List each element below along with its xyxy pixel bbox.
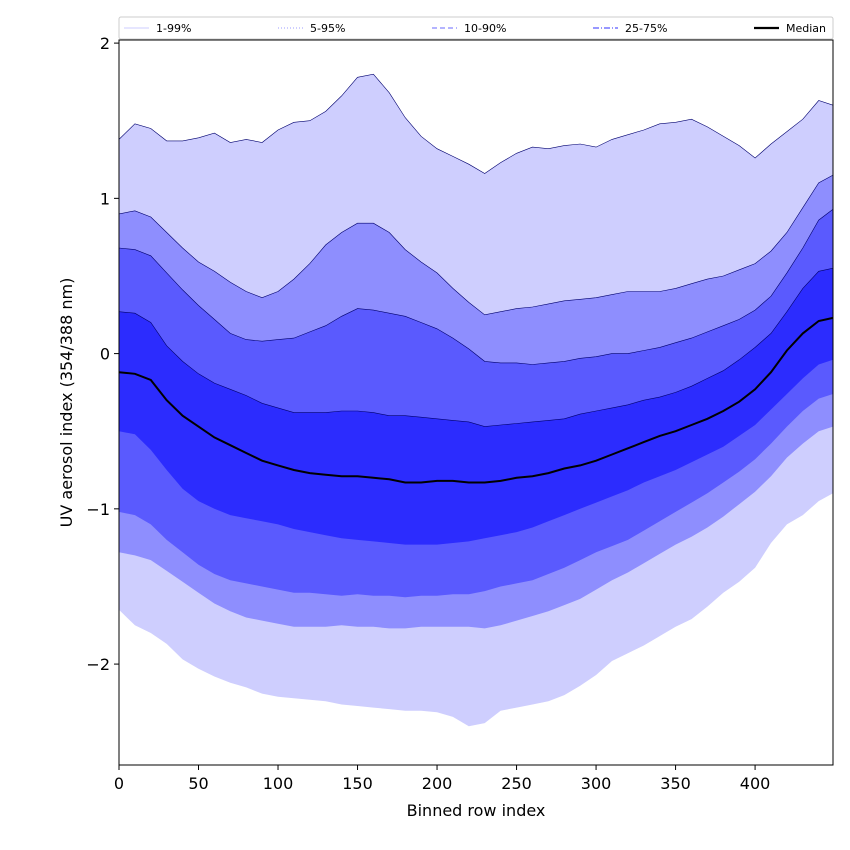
- y-tick-label: 2: [100, 34, 110, 53]
- y-tick-label: −1: [86, 500, 110, 519]
- band-area-3: [119, 268, 833, 545]
- ticks-layer: 0 50 100 150 200 250 300 350 400 −2 −1 0 1 2: [86, 34, 770, 793]
- band-upper-edge-0: [118, 73, 834, 174]
- y-axis-title: UV aerosol index (354/388 nm): [57, 278, 76, 528]
- y-tick-label: 0: [100, 345, 110, 364]
- legend-label: 25-75%: [625, 22, 667, 35]
- y-tick-label: −2: [86, 655, 110, 674]
- x-tick-label: 50: [188, 774, 208, 793]
- x-axis-title: Binned row index: [407, 801, 546, 820]
- legend-label: 5-95%: [310, 22, 345, 35]
- plot-frame: [118, 39, 834, 766]
- x-tick-label: 400: [740, 774, 771, 793]
- x-tick-label: 150: [342, 774, 373, 793]
- bands-layer: [118, 73, 834, 727]
- x-tick-label: 250: [501, 774, 532, 793]
- x-tick-label: 0: [114, 774, 124, 793]
- x-tick-label: 100: [263, 774, 294, 793]
- lines-layer: [118, 316, 834, 484]
- band-upper-edge-3: [118, 267, 834, 427]
- x-tick-label: 200: [422, 774, 453, 793]
- x-tick-label: 300: [581, 774, 612, 793]
- band-upper-edge-1: [118, 174, 834, 316]
- legend-label: Median: [786, 22, 826, 35]
- legend-frame: [118, 16, 834, 40]
- x-tick-label: 350: [660, 774, 691, 793]
- band-upper-edge-2: [118, 208, 834, 365]
- median-line: [118, 316, 834, 484]
- y-tick-label: 1: [100, 189, 110, 208]
- legend: 1-99% 5-95% 10-90% 25-75% Median: [118, 16, 834, 40]
- legend-label: 10-90%: [464, 22, 506, 35]
- legend-label: 1-99%: [156, 22, 191, 35]
